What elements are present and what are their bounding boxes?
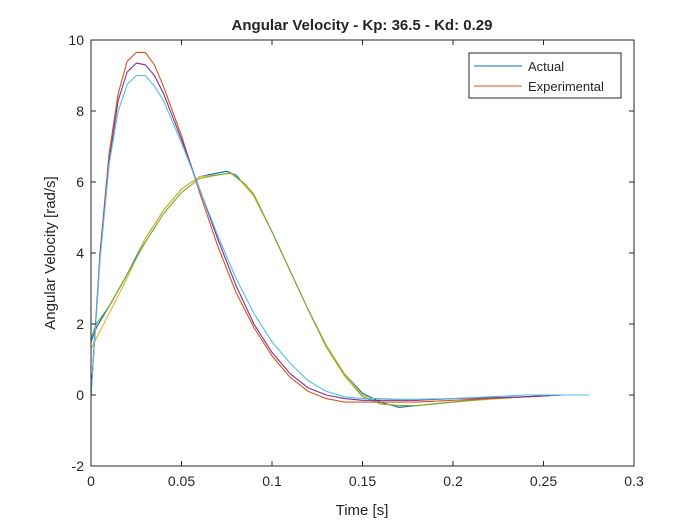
- y-axis-label: Angular Velocity [rad/s]: [42, 176, 59, 329]
- x-tick-label: 0.1: [262, 473, 282, 489]
- series-layer: [90, 51, 589, 408]
- x-tick-label: 0.25: [530, 473, 557, 489]
- y-tick-label: -2: [72, 458, 85, 474]
- x-tick-label: 0.3: [624, 473, 644, 489]
- legend-label-actual: Actual: [528, 59, 564, 74]
- y-tick-label: 0: [76, 387, 84, 403]
- series-line-4: [90, 51, 589, 403]
- legend-box: [468, 52, 622, 99]
- x-tick-label: 0.05: [168, 473, 195, 489]
- legend-label-experimental: Experimental: [528, 79, 604, 94]
- x-tick-label: 0: [87, 473, 95, 489]
- y-tick-label: 6: [76, 174, 84, 190]
- x-tick-label: 0.2: [443, 473, 463, 489]
- x-axis-label: Time [s]: [336, 502, 389, 519]
- legend: Actual Experimental: [468, 52, 622, 99]
- series-line-6: [90, 74, 589, 400]
- y-tick-label: 4: [76, 245, 84, 261]
- y-tick-label: 2: [76, 316, 84, 332]
- series-line-3: [90, 172, 562, 407]
- y-tick-label: 10: [68, 32, 84, 48]
- x-tick-label: 0.15: [349, 473, 376, 489]
- y-tick-label: 8: [76, 103, 84, 119]
- chart-title: Angular Velocity - Kp: 36.5 - Kd: 0.29: [232, 17, 493, 34]
